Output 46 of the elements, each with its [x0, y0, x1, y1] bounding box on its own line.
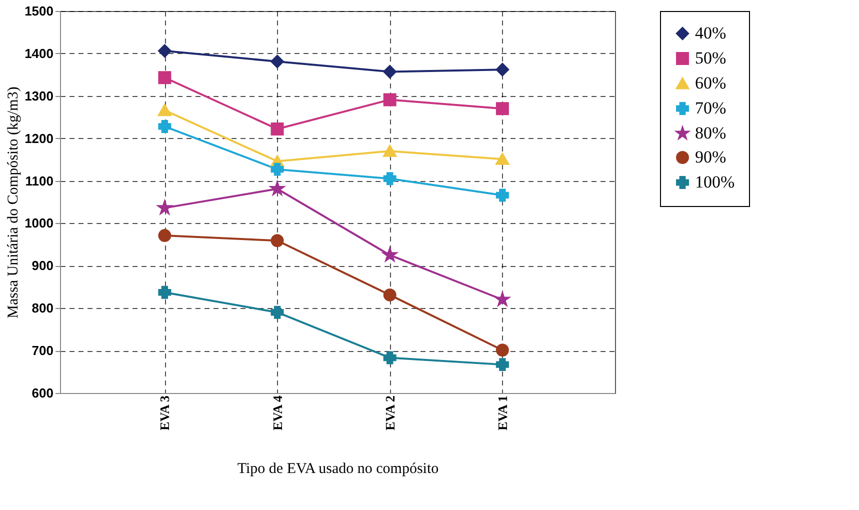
point [383, 145, 396, 157]
legend-label: 90% [695, 148, 726, 166]
point [270, 306, 284, 319]
legend-label: 70% [695, 98, 726, 118]
point [158, 104, 172, 116]
x-tick-label: EVA 2 [382, 396, 398, 430]
y-tick-label: 1400 [24, 46, 54, 61]
point [270, 122, 284, 136]
point [383, 172, 396, 186]
y-tick-label: 800 [32, 300, 54, 316]
point [496, 63, 509, 76]
point [158, 120, 172, 133]
point [270, 162, 284, 176]
legend-label: 100% [695, 172, 735, 192]
y-axis-title: Massa Unitária do Compósito (kg/m3) [6, 86, 22, 318]
point [383, 93, 396, 106]
point [496, 344, 509, 357]
point [383, 351, 396, 364]
y-tick-label: 1500 [24, 4, 54, 18]
y-tick-label: 1200 [24, 130, 54, 146]
x-axis-title: Tipo de EVA usado no compósito [237, 461, 439, 478]
point [270, 234, 284, 248]
point [158, 71, 172, 84]
y-tick-label: 900 [32, 258, 54, 274]
point [496, 102, 509, 116]
y-tick-label: 600 [32, 386, 54, 400]
point [496, 188, 509, 202]
y-tick-label: 1100 [25, 173, 54, 188]
point [383, 65, 396, 78]
point [383, 288, 396, 302]
point [158, 229, 172, 242]
x-tick-label: EVA 1 [494, 396, 510, 430]
legend-label: 80% [695, 124, 726, 142]
point [270, 55, 284, 68]
legend-label: 40% [695, 24, 726, 42]
y-tick-label: 700 [32, 343, 54, 358]
y-tick-label: 1300 [24, 88, 54, 104]
y-tick-label: 1000 [24, 216, 54, 231]
legend-label: 50% [695, 48, 726, 68]
x-tick-label: EVA 4 [270, 395, 285, 430]
point [158, 286, 172, 299]
x-tick-label: EVA 3 [157, 395, 172, 430]
point [496, 153, 509, 165]
point [158, 44, 172, 58]
legend-label: 60% [695, 74, 726, 92]
point [496, 358, 509, 372]
